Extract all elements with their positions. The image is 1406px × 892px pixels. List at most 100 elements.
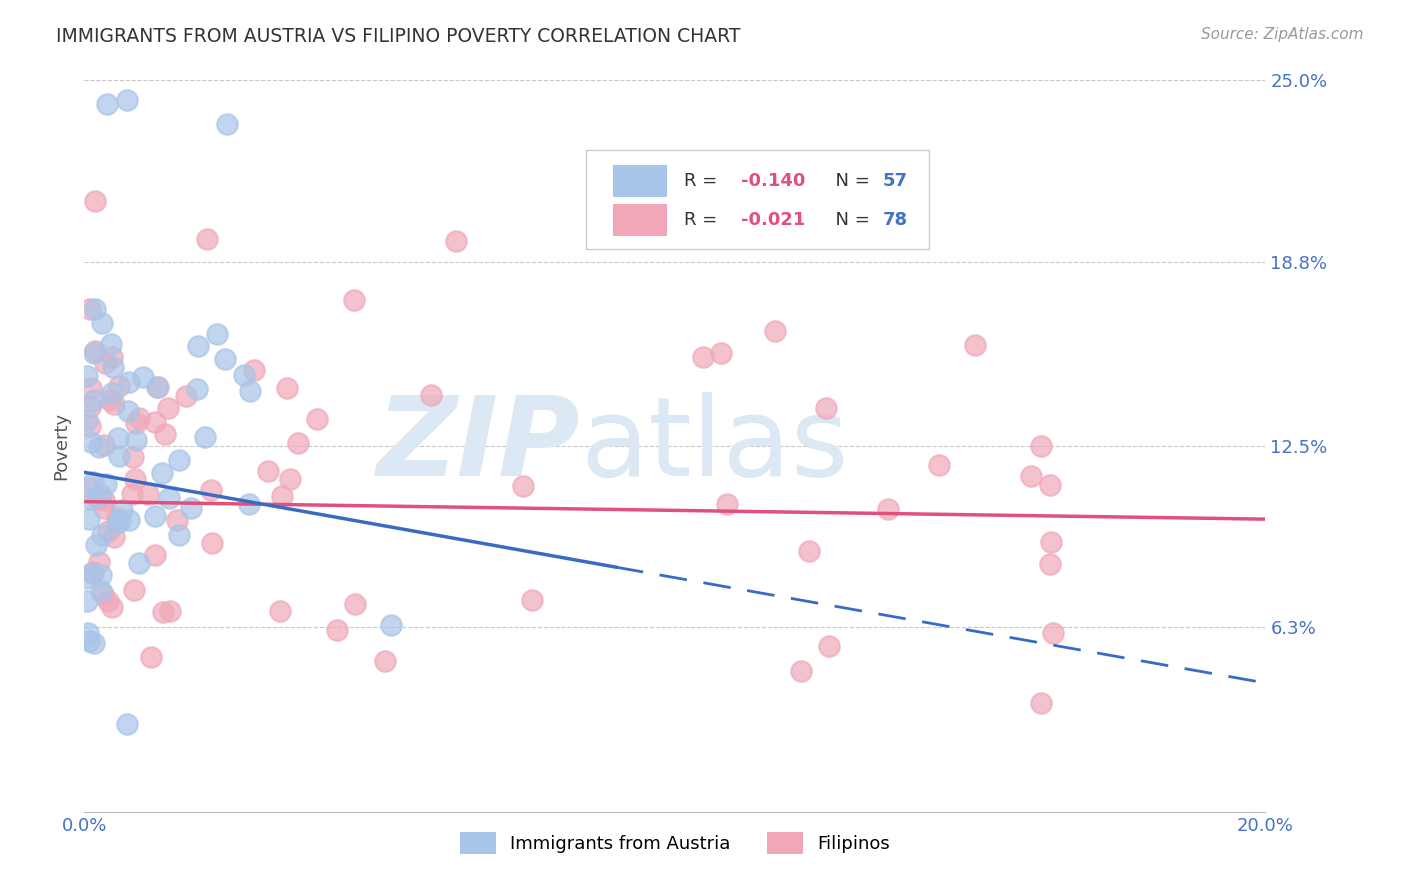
Point — [87, 491, 110, 506]
Point — [159, 604, 181, 618]
Point — [1039, 557, 1062, 571]
Point — [287, 436, 309, 450]
Text: N =: N = — [824, 171, 875, 190]
Point — [79, 301, 101, 316]
Point — [82, 565, 104, 579]
Point — [716, 497, 738, 511]
Point — [90, 527, 112, 541]
Point — [692, 350, 714, 364]
Point — [108, 379, 131, 393]
Point — [87, 440, 110, 454]
Point — [136, 487, 159, 501]
Point — [200, 483, 222, 498]
Point — [87, 555, 110, 569]
Point — [77, 634, 100, 648]
FancyBboxPatch shape — [613, 204, 666, 236]
Point — [512, 479, 534, 493]
Point — [76, 571, 98, 585]
Point — [152, 605, 174, 619]
Point — [94, 476, 117, 491]
Point — [83, 301, 105, 316]
Point — [305, 412, 328, 426]
Point — [269, 604, 291, 618]
Text: R =: R = — [685, 211, 723, 229]
Point — [80, 381, 103, 395]
Point — [107, 431, 129, 445]
Point — [215, 117, 238, 131]
Point — [94, 357, 117, 371]
Point — [76, 412, 98, 426]
Point — [522, 592, 544, 607]
Text: R =: R = — [685, 171, 723, 190]
Point — [194, 430, 217, 444]
Point — [76, 594, 98, 608]
Point — [91, 587, 114, 601]
Point — [169, 453, 191, 467]
Point — [343, 293, 366, 307]
Point — [380, 618, 402, 632]
Point — [90, 568, 112, 582]
Point — [239, 384, 262, 399]
Point — [242, 363, 264, 377]
Point — [101, 350, 124, 364]
Point — [97, 594, 120, 608]
Point — [100, 600, 122, 615]
Point — [122, 450, 145, 465]
FancyBboxPatch shape — [586, 150, 929, 249]
Point — [818, 639, 841, 653]
Point — [195, 232, 218, 246]
Point — [93, 501, 115, 516]
Point — [446, 234, 468, 248]
Point — [90, 488, 112, 502]
Point — [789, 665, 811, 679]
Text: 78: 78 — [883, 211, 908, 229]
Point — [76, 626, 98, 640]
Point — [101, 360, 124, 375]
Text: N =: N = — [824, 211, 875, 229]
Text: Source: ZipAtlas.com: Source: ZipAtlas.com — [1201, 27, 1364, 42]
Point — [83, 393, 105, 408]
Point — [280, 472, 302, 486]
Point — [928, 458, 950, 472]
Text: ZIP: ZIP — [377, 392, 581, 500]
Point — [174, 389, 197, 403]
Point — [1039, 478, 1062, 492]
Point — [420, 387, 443, 401]
Text: 57: 57 — [883, 171, 908, 190]
Point — [105, 516, 128, 530]
Point — [256, 464, 278, 478]
Point — [145, 548, 167, 562]
Point — [96, 524, 118, 538]
Point — [326, 623, 349, 637]
Point — [374, 654, 396, 668]
Point — [1029, 697, 1052, 711]
Point — [124, 434, 146, 448]
Point — [117, 512, 139, 526]
Point — [205, 326, 228, 341]
Point — [797, 543, 820, 558]
Point — [276, 381, 298, 395]
Point — [877, 502, 900, 516]
Point — [124, 472, 146, 486]
Text: atlas: atlas — [581, 392, 849, 500]
Point — [84, 538, 107, 552]
Point — [100, 337, 122, 351]
Point — [79, 400, 101, 414]
Point — [131, 369, 153, 384]
Point — [83, 346, 105, 360]
Point — [1021, 469, 1043, 483]
Point — [153, 427, 176, 442]
Point — [117, 403, 139, 417]
Point — [146, 380, 169, 394]
Point — [93, 492, 115, 507]
Point — [1040, 534, 1063, 549]
Point — [128, 556, 150, 570]
Point — [157, 491, 180, 506]
Point — [84, 194, 107, 208]
Point — [100, 385, 122, 400]
Point — [765, 324, 787, 338]
Point — [77, 512, 100, 526]
Point — [108, 514, 131, 528]
Point — [963, 337, 986, 351]
Point — [83, 343, 105, 358]
